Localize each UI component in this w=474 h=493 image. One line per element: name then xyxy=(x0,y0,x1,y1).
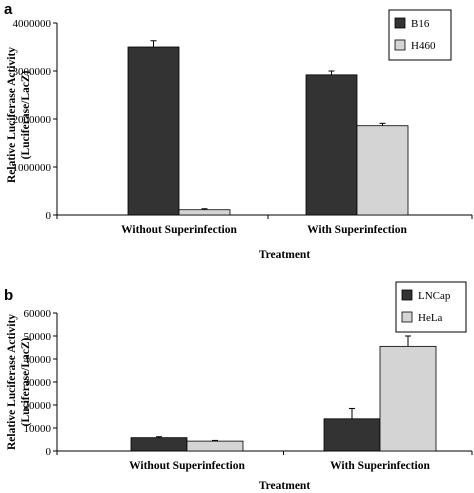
y-axis-title: Relative Luciferase Activity xyxy=(6,314,18,450)
y-tick-label: 0 xyxy=(46,210,52,222)
panel-b-label: b xyxy=(4,287,13,304)
legend-swatch-h460 xyxy=(394,39,406,51)
bar-b16-0 xyxy=(127,46,180,216)
y-axis-title: Relative Luciferase Activity xyxy=(6,47,18,183)
y-tick-label: 0 xyxy=(46,446,52,458)
bar-h460-0 xyxy=(178,209,231,216)
y-tick-label: 40000 xyxy=(24,354,52,366)
panel-b: b 0 10000 20000 30000 40000 50000 60000 Without… xyxy=(4,281,473,492)
legend-label-hela: HeLa xyxy=(418,312,443,324)
legend-swatch-hela xyxy=(401,311,413,323)
y-tick-label: 20000 xyxy=(24,400,52,412)
legend-swatch-b16 xyxy=(394,17,406,29)
x-category-label: With Superinfection xyxy=(330,460,430,472)
y-tick-label: 60000 xyxy=(24,308,52,320)
y-tick-label: 30000 xyxy=(24,377,52,389)
bar-b16-1 xyxy=(305,74,358,216)
x-category-label: With Superinfection xyxy=(307,224,407,236)
y-tick-label: 2000000 xyxy=(13,114,52,126)
y-tick-label: 10000 xyxy=(24,423,52,435)
bar-hela-0 xyxy=(186,440,244,452)
x-category-label: Without Superinfection xyxy=(121,224,237,236)
x-axis-title: Treatment xyxy=(259,249,310,261)
y-axis-title-unit: (Luciferase/LacZ) xyxy=(20,337,32,426)
legend-label-h460: H460 xyxy=(411,40,436,52)
y-axis-title-unit: (Luciferase/LacZ) xyxy=(20,70,32,159)
y-tick-label: 1000000 xyxy=(13,162,52,174)
legend-label-b16: B16 xyxy=(411,18,430,30)
x-axis-title: Treatment xyxy=(259,480,310,492)
x-category-label: Without Superinfection xyxy=(129,460,245,472)
legend-label-lncap: LNCap xyxy=(418,290,451,302)
bar-hela-1 xyxy=(379,345,437,452)
panel-a-label: a xyxy=(4,1,13,18)
y-tick-label: 4000000 xyxy=(13,18,52,30)
panel-a: a 0 1000000 2000000 3000000 4000000 Without S… xyxy=(4,1,473,261)
legend-swatch-lncap xyxy=(401,289,413,301)
bar-lncap-0 xyxy=(130,437,188,452)
bar-lncap-1 xyxy=(323,418,381,452)
bar-h460-1 xyxy=(356,125,409,216)
y-tick-label: 50000 xyxy=(24,331,52,343)
y-tick-label: 3000000 xyxy=(13,66,52,78)
